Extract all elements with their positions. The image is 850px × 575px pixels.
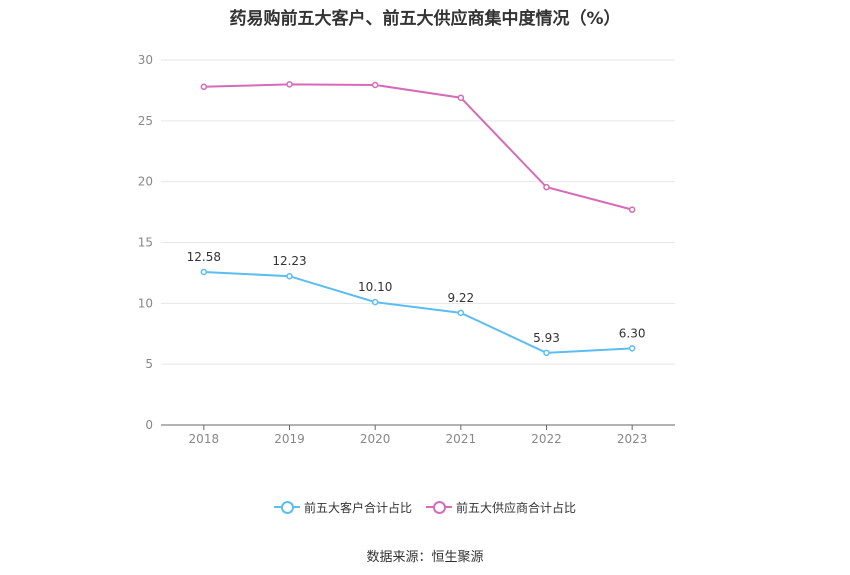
y-tick-label: 20 (138, 175, 153, 189)
x-tick-label: 2019 (274, 432, 305, 446)
data-label: 12.23 (272, 254, 306, 268)
data-label: 6.30 (619, 326, 646, 340)
data-point[interactable] (371, 81, 379, 89)
legend-swatch-suppliers (426, 501, 452, 514)
data-point[interactable] (457, 309, 465, 317)
y-tick-label: 25 (138, 114, 153, 128)
x-axis: 2018 2019 2020 2021 2022 2023 (189, 425, 648, 446)
x-tick-label: 2020 (360, 432, 391, 446)
x-tick-label: 2018 (189, 432, 220, 446)
series-layer: 12.58 12.23 10.10 9.22 5.93 6.30 (187, 81, 646, 357)
y-tick-label: 0 (145, 418, 153, 432)
y-tick-label: 15 (138, 236, 153, 250)
data-point[interactable] (200, 268, 208, 276)
data-point[interactable] (286, 81, 293, 88)
grid-lines (161, 59, 675, 426)
data-point[interactable] (457, 94, 465, 101)
x-tick-label: 2022 (531, 432, 562, 446)
data-point[interactable] (200, 83, 208, 91)
series-line-1 (203, 83, 633, 211)
data-point[interactable] (628, 345, 636, 352)
legend-item-suppliers[interactable]: 前五大供应商合计占比 (426, 499, 576, 516)
data-label: 10.10 (358, 280, 392, 294)
data-label: 5.93 (533, 331, 560, 345)
data-point[interactable] (543, 349, 550, 357)
y-axis: 0 5 10 15 20 25 30 (138, 53, 153, 432)
data-point[interactable] (543, 183, 550, 191)
series-line-0 (203, 270, 633, 354)
legend-item-customers[interactable]: 前五大客户合计占比 (273, 499, 412, 516)
data-point[interactable] (628, 206, 636, 213)
data-label: 9.22 (447, 291, 474, 305)
legend-swatch-customers (273, 501, 300, 514)
line-chart: 0 5 10 15 20 25 30 2018 2019 2020 2021 2022 2023 12… (138, 53, 675, 446)
data-point[interactable] (286, 272, 293, 280)
x-tick-label: 2021 (446, 432, 477, 446)
legend: 前五大客户合计占比 前五大供应商合计占比 (0, 497, 850, 517)
chart-title: 药易购前五大客户、前五大供应商集中度情况（%） (229, 9, 621, 29)
data-point[interactable] (371, 298, 379, 306)
legend-label-suppliers: 前五大供应商合计占比 (456, 500, 577, 515)
data-label: 12.58 (187, 250, 221, 264)
data-source: 数据来源：恒生聚源 (366, 550, 484, 565)
y-tick-label: 5 (145, 357, 153, 371)
y-tick-label: 30 (138, 53, 153, 67)
legend-label-customers: 前五大客户合计占比 (303, 500, 412, 515)
y-tick-label: 10 (138, 296, 153, 310)
x-tick-label: 2023 (617, 432, 648, 446)
